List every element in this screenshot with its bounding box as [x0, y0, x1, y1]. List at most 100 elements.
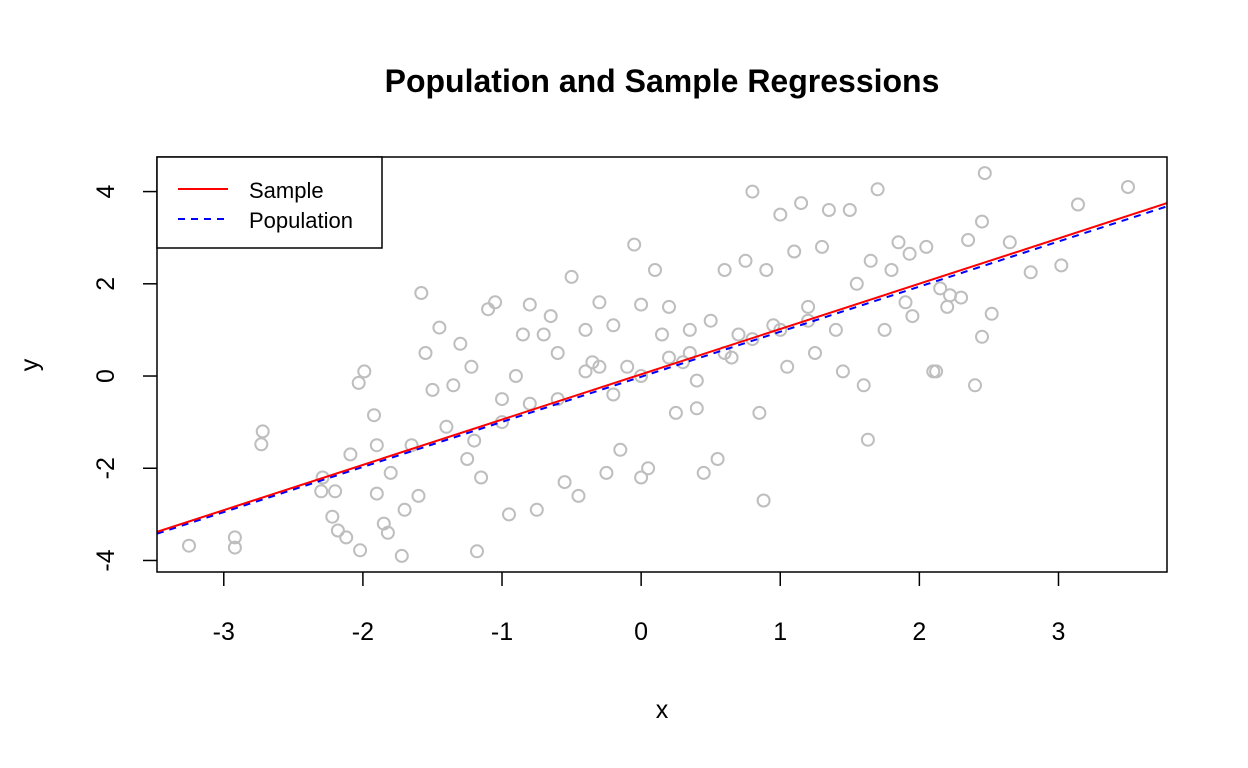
plot-frame: [156, 156, 1168, 573]
data-point: [564, 269, 579, 284]
data-point: [821, 203, 836, 217]
data-point: [522, 297, 537, 312]
y-tick-label: 2: [92, 277, 120, 291]
legend-population-label: Population: [249, 208, 353, 233]
data-point: [717, 263, 732, 277]
x-tick-label: -2: [352, 618, 374, 646]
data-point: [529, 502, 544, 517]
x-tick-label: 1: [773, 618, 787, 646]
data-point: [919, 239, 934, 254]
data-point: [929, 364, 944, 379]
data-point: [585, 355, 600, 370]
data-point: [353, 543, 368, 558]
data-point: [662, 299, 676, 314]
data-point: [543, 309, 558, 324]
data-point: [648, 263, 662, 277]
data-point: [432, 320, 447, 335]
data-point: [474, 470, 489, 485]
data-point: [641, 461, 656, 476]
data-point: [703, 313, 718, 328]
data-point: [815, 239, 829, 254]
x-axis: -3 -2 -1 0 1 2 3: [213, 572, 1065, 646]
data-point: [578, 322, 593, 337]
data-point: [860, 432, 875, 447]
data-point: [439, 419, 454, 434]
data-point: [933, 281, 948, 296]
data-point: [606, 387, 621, 402]
data-point: [578, 364, 593, 379]
data-point: [404, 438, 419, 453]
legend-sample-label: Sample: [249, 178, 324, 203]
data-point: [877, 322, 892, 337]
data-point: [842, 203, 857, 217]
data-point: [339, 530, 354, 545]
scatter-points: [182, 166, 1135, 563]
data-point: [696, 465, 711, 480]
data-point: [745, 184, 760, 199]
data-point: [794, 196, 809, 211]
data-point: [227, 530, 242, 545]
regression-lines: [156, 202, 1168, 535]
data-point: [731, 327, 746, 342]
data-point: [599, 465, 614, 480]
data-point: [968, 378, 982, 393]
data-point: [425, 382, 440, 397]
data-point: [898, 295, 913, 310]
data-point: [502, 507, 516, 522]
data-point: [634, 470, 649, 485]
sample-regression-line: [156, 202, 1168, 533]
data-point: [1023, 265, 1038, 280]
data-point: [467, 433, 482, 448]
data-point: [849, 276, 864, 291]
data-point: [397, 502, 412, 517]
data-point: [380, 525, 395, 540]
population-regression-line: [156, 205, 1168, 535]
data-point: [369, 438, 384, 453]
data-point: [488, 295, 503, 310]
data-point: [756, 493, 771, 508]
data-point: [255, 424, 270, 439]
data-point: [627, 237, 642, 252]
chart-title: Population and Sample Regressions: [385, 63, 940, 99]
data-point: [856, 378, 871, 393]
y-tick-label: -4: [92, 549, 120, 571]
data-point: [325, 509, 340, 524]
data-point: [328, 484, 343, 499]
data-point: [905, 309, 920, 324]
data-point: [515, 327, 530, 342]
data-point: [835, 364, 850, 379]
y-axis-label: y: [16, 358, 44, 371]
data-point: [508, 369, 523, 383]
data-point: [1121, 180, 1135, 194]
data-point: [759, 263, 774, 277]
data-point: [182, 538, 196, 553]
data-point: [975, 329, 989, 344]
data-point: [984, 306, 999, 321]
data-point: [975, 214, 989, 229]
data-point: [828, 322, 843, 337]
data-point: [367, 408, 381, 423]
x-tick-label: -1: [491, 618, 513, 646]
data-point: [394, 548, 409, 563]
data-point: [357, 364, 372, 379]
x-tick-label: 0: [634, 618, 648, 646]
data-point: [227, 540, 242, 555]
x-axis-label: x: [656, 696, 669, 724]
data-point: [446, 378, 461, 393]
data-point: [550, 346, 565, 360]
data-point: [689, 401, 704, 416]
data-point: [495, 392, 509, 407]
data-point: [884, 263, 899, 277]
data-point: [254, 437, 269, 452]
data-point: [738, 253, 753, 268]
y-tick-label: 4: [92, 185, 120, 199]
data-point: [315, 470, 330, 485]
data-point: [460, 452, 475, 466]
y-axis: -4 -2 0 2 4: [92, 185, 157, 572]
data-point: [351, 375, 366, 390]
data-point: [773, 207, 788, 222]
data-point: [453, 336, 468, 351]
data-point: [330, 523, 345, 538]
data-point: [891, 235, 906, 250]
